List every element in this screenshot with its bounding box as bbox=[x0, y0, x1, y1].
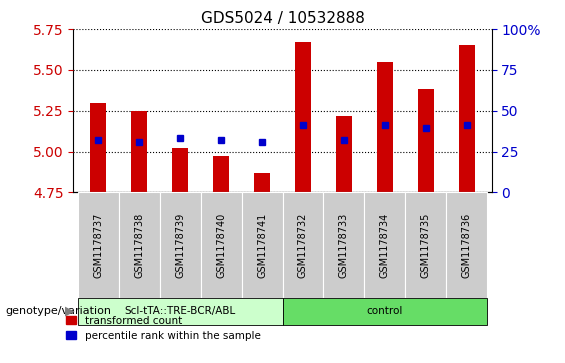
Text: GSM1178738: GSM1178738 bbox=[134, 212, 144, 278]
Bar bbox=[418, 89, 434, 192]
Text: GSM1178734: GSM1178734 bbox=[380, 212, 390, 278]
Text: GSM1178737: GSM1178737 bbox=[93, 212, 103, 278]
Text: GSM1178733: GSM1178733 bbox=[339, 212, 349, 278]
Text: GSM1178735: GSM1178735 bbox=[421, 212, 431, 278]
Bar bbox=[459, 45, 475, 192]
Text: GSM1178741: GSM1178741 bbox=[257, 212, 267, 278]
Bar bbox=[295, 42, 311, 192]
Text: GSM1178739: GSM1178739 bbox=[175, 212, 185, 278]
Text: GSM1178732: GSM1178732 bbox=[298, 212, 308, 278]
Bar bbox=[131, 111, 147, 192]
Legend: transformed count, percentile rank within the sample: transformed count, percentile rank withi… bbox=[62, 311, 264, 345]
Bar bbox=[213, 156, 229, 192]
Bar bbox=[90, 102, 106, 192]
Bar bbox=[172, 148, 188, 192]
Text: genotype/variation: genotype/variation bbox=[6, 306, 112, 316]
Bar bbox=[336, 115, 352, 192]
Text: ▶: ▶ bbox=[65, 305, 75, 318]
Text: Scl-tTA::TRE-BCR/ABL: Scl-tTA::TRE-BCR/ABL bbox=[124, 306, 236, 316]
Bar bbox=[377, 62, 393, 192]
Text: control: control bbox=[367, 306, 403, 316]
Title: GDS5024 / 10532888: GDS5024 / 10532888 bbox=[201, 12, 364, 26]
Text: GSM1178736: GSM1178736 bbox=[462, 212, 472, 278]
Bar bbox=[254, 173, 270, 192]
Text: GSM1178740: GSM1178740 bbox=[216, 212, 226, 278]
